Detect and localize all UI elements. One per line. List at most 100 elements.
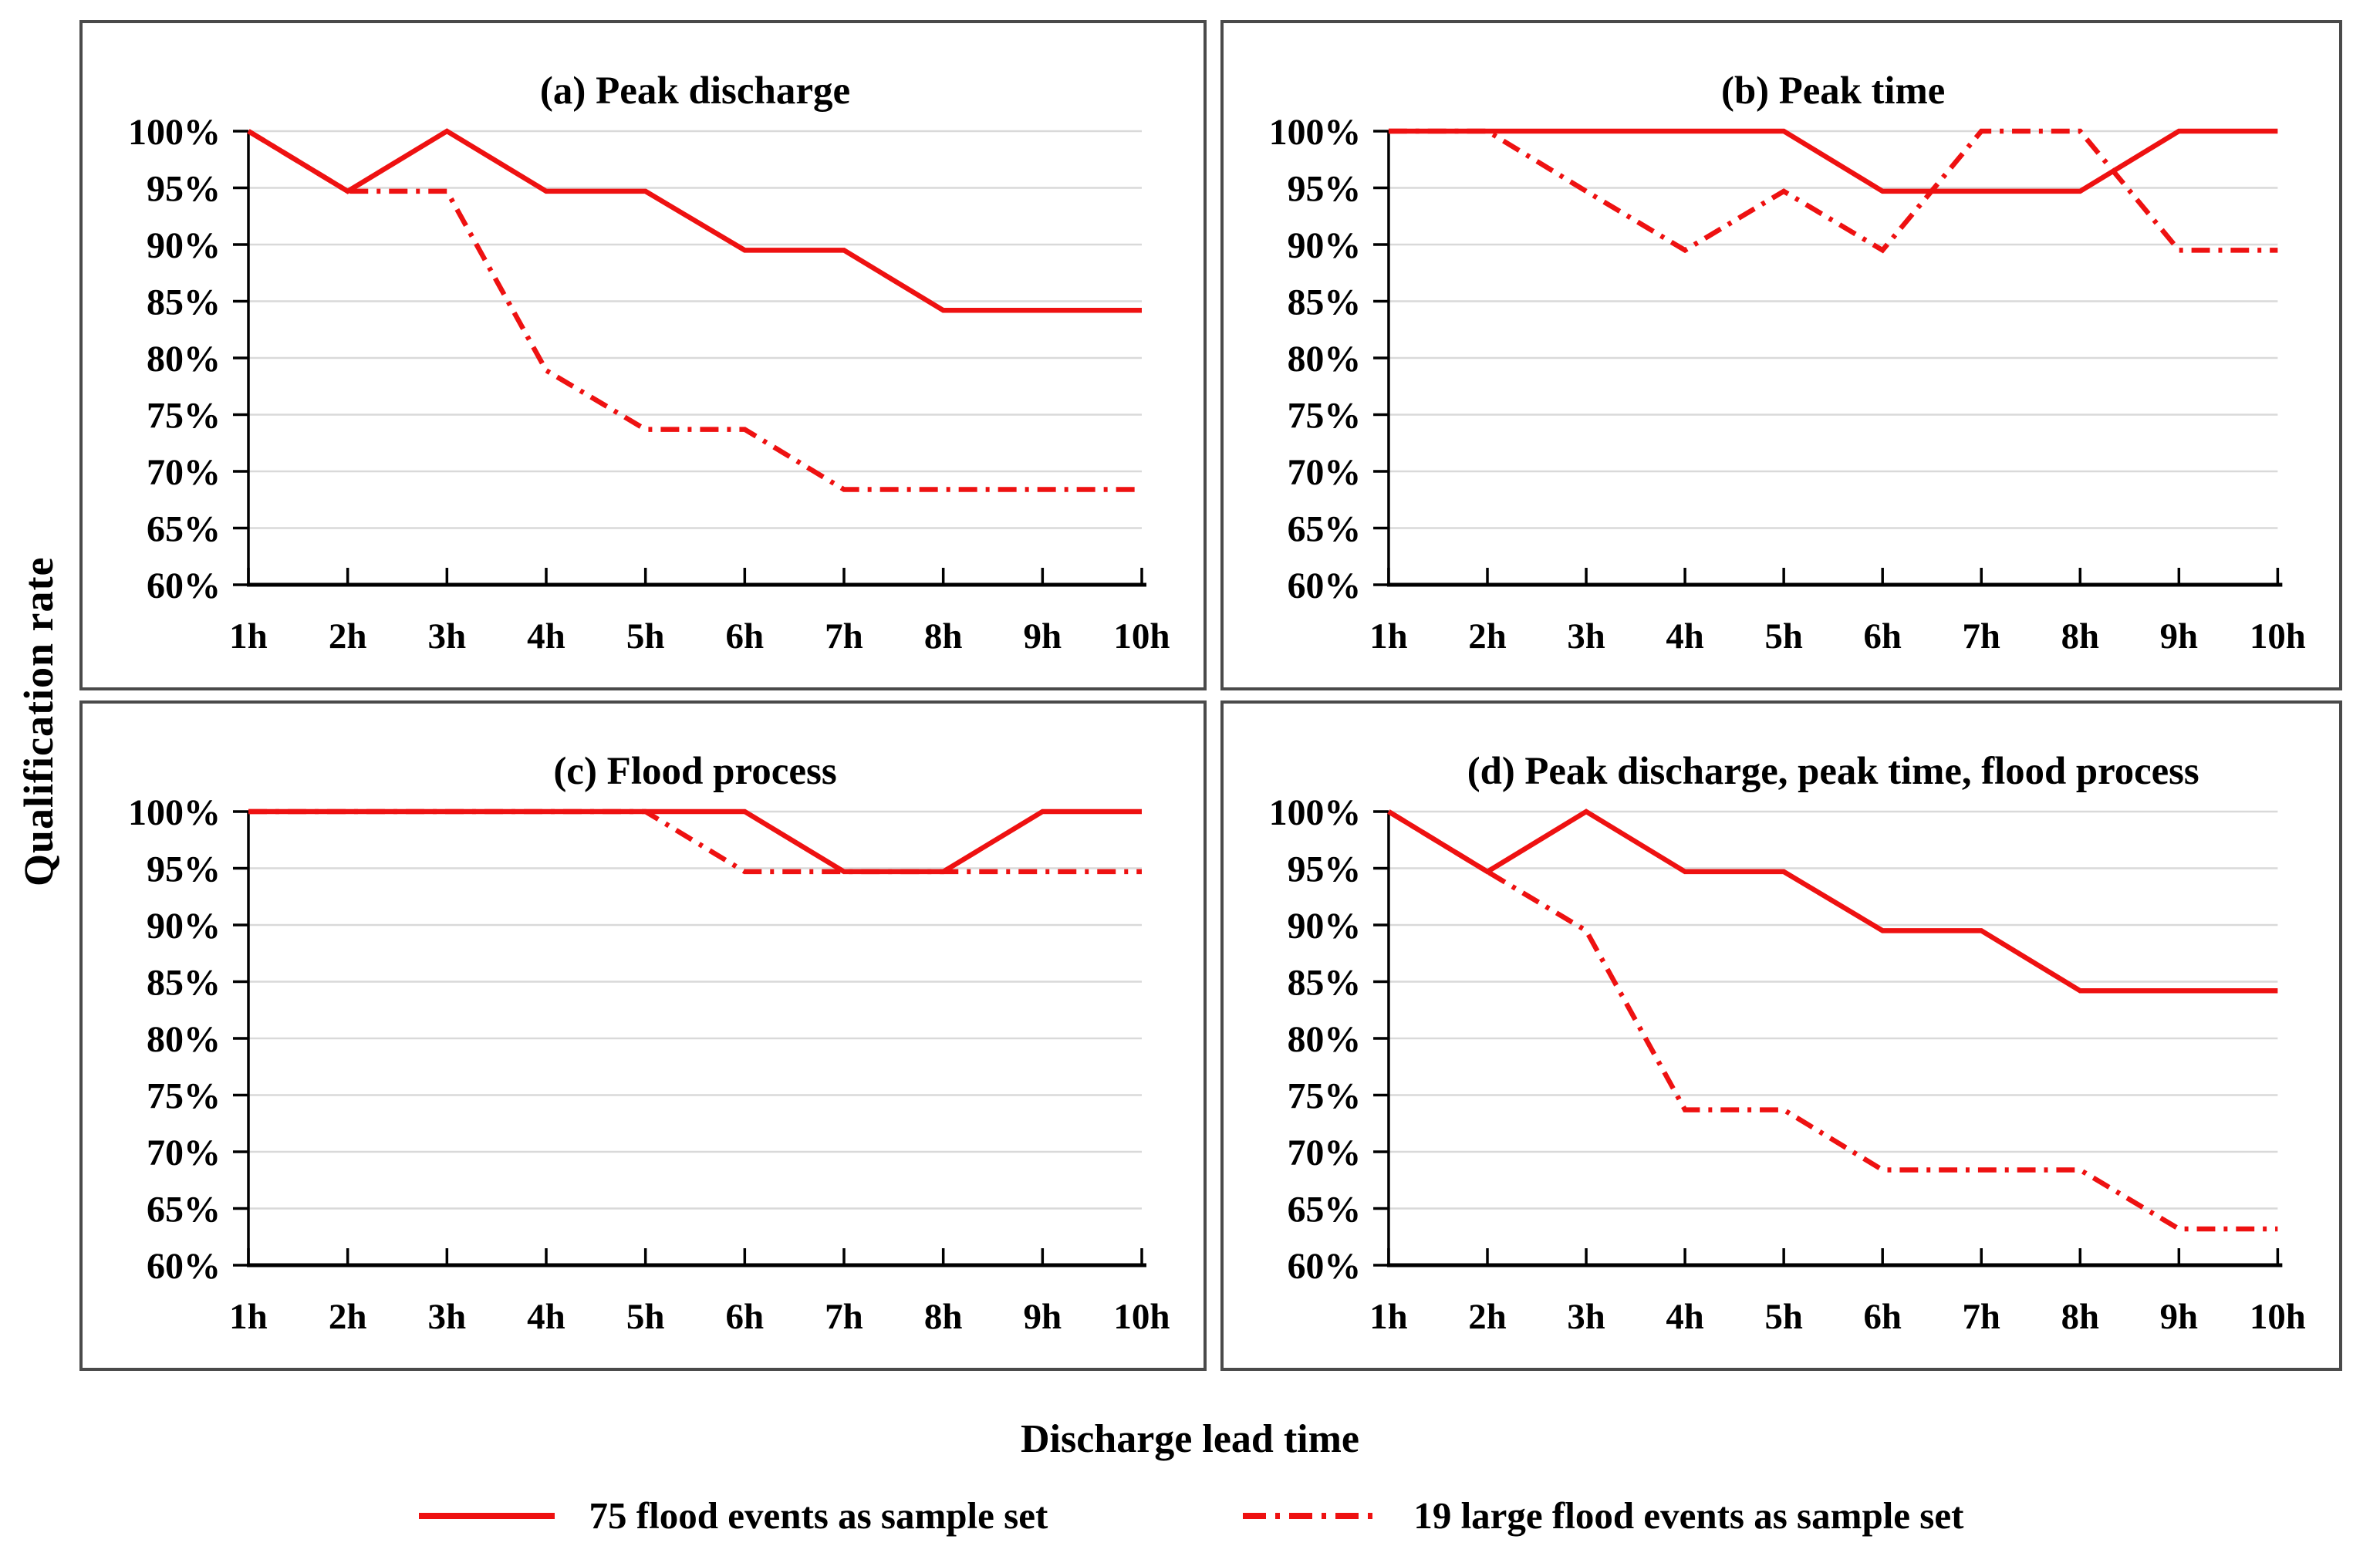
x-tick-label: 9h [1024,616,1062,657]
x-tick-label: 8h [924,616,963,657]
y-tick-label: 95% [147,169,221,210]
y-tick-label: 90% [1288,906,1362,947]
y-tick-label: 85% [1288,282,1362,322]
x-tick-label: 7h [1963,1297,2000,1337]
y-tick-label: 100% [1269,792,1361,833]
x-tick-label: 1h [229,1297,268,1337]
y-tick-label: 65% [1288,508,1362,549]
y-tick-label: 65% [147,1190,221,1230]
y-tick-label: 95% [147,849,221,890]
y-tick-label: 85% [147,282,221,323]
x-tick-label: 3h [428,1297,467,1337]
y-tick-label: 60% [1288,565,1362,606]
y-tick-label: 70% [147,1132,221,1173]
y-tick-label: 80% [147,339,221,380]
panel-b: (b) Peak time 100% 95% 90% 85% 80% 75% 70% 65% 60… [1220,20,2342,690]
legend: 75 flood events as sample set 19 large f… [0,1494,2380,1538]
x-tick-label: 6h [1864,1297,1902,1337]
series-line-19-large-flood-events [247,129,1142,492]
x-tick-label: 1h [1369,616,1407,657]
y-tick-label: 95% [1288,168,1362,209]
y-tick-label: 60% [147,1246,221,1287]
y-tick-label: 90% [147,225,221,266]
legend-label-solid: 75 flood events as sample set [589,1494,1048,1537]
x-tick-label: 6h [726,1297,765,1337]
y-tick-label: 75% [147,396,221,437]
y-tick-label: 80% [1288,339,1362,380]
x-tick-label: 4h [527,1297,565,1337]
solid-line-swatch-icon [418,1512,555,1519]
x-tick-label: 2h [1468,616,1506,657]
panel-c: (c) Flood process 100% 95% 90% 85% 80% 75% 70% 6… [79,700,1207,1371]
panel-chart-b: (b) Peak time 100% 95% 90% 85% 80% 75% 70% 65% 60… [1269,69,2306,657]
x-tick-label: 2h [329,1297,367,1337]
x-tick-label: 5h [1764,1297,1802,1337]
panel-chart-a: (a) Peak discharge 100% 95% 90% 85% 80% 75% 70%… [128,69,1170,657]
x-tick-label: 10h [2250,616,2306,657]
x-tick-label: 2h [1468,1297,1506,1337]
legend-item-solid: 75 flood events as sample set [417,1494,1048,1538]
x-tick-label: 10h [2250,1297,2306,1337]
y-tick-label: 65% [147,509,221,550]
y-tick-label: 85% [147,963,221,1004]
y-tick-label: 85% [1288,962,1362,1003]
series-line-19-large-flood-events [1387,809,2278,1232]
panel-chart-c: (c) Flood process 100% 95% 90% 85% 80% 75% 70% 6… [128,750,1170,1337]
panel-d: (d) Peak discharge, peak time, flood pro… [1220,700,2342,1371]
y-tick-label: 60% [147,565,221,606]
x-tick-label: 5h [1764,616,1802,657]
y-tick-label: 80% [147,1019,221,1060]
x-tick-label: 3h [1567,616,1605,657]
x-tick-label: 6h [726,616,765,657]
y-tick-label: 80% [1288,1019,1362,1060]
x-tick-label: 2h [329,616,367,657]
y-tick-label: 60% [1288,1246,1362,1287]
x-tick-label: 3h [428,616,467,657]
x-tick-label: 10h [1113,616,1170,657]
y-tick-label: 75% [1288,395,1362,436]
x-tick-label: 1h [229,616,268,657]
y-tick-label: 70% [1288,1132,1362,1173]
series-line-19-large-flood-events [248,808,1142,875]
panel-chart-d: (d) Peak discharge, peak time, flood pro… [1269,750,2306,1337]
y-axis-title: Qualification rate [15,556,62,886]
x-tick-label: 5h [626,616,665,657]
y-tick-label: 90% [147,906,221,947]
legend-label-dashdot: 19 large flood events as sample set [1413,1494,1964,1537]
y-tick-label: 95% [1288,849,1362,889]
y-tick-label: 70% [1288,452,1362,493]
x-tick-label: 9h [2160,616,2198,657]
dash-dot-line-swatch-icon [1243,1512,1379,1519]
panel-title: (d) Peak discharge, peak time, flood pro… [1467,750,2199,793]
series-line-75-flood-events [248,808,1142,875]
y-tick-label: 100% [1269,112,1361,153]
series-line-75-flood-events [1388,128,2278,194]
x-tick-label: 8h [924,1297,963,1337]
y-tick-label: 75% [147,1076,221,1117]
x-tick-label: 3h [1567,1297,1605,1337]
x-tick-label: 7h [1963,616,2000,657]
x-tick-label: 4h [527,616,565,657]
y-tick-label: 100% [128,112,221,153]
x-tick-label: 4h [1666,616,1703,657]
panel-a: (a) Peak discharge 100% 95% 90% 85% 80% 75% 70%… [79,20,1207,690]
series-line-19-large-flood-events [1388,128,2278,254]
x-tick-label: 9h [2160,1297,2198,1337]
x-tick-label: 8h [2061,1297,2099,1337]
x-axis-title: Discharge lead time [1020,1417,1359,1461]
y-tick-label: 90% [1288,225,1362,266]
x-tick-label: 1h [1369,1297,1407,1337]
panel-title: (b) Peak time [1721,69,1945,113]
y-tick-label: 70% [147,452,221,493]
panel-title: (c) Flood process [553,750,836,793]
series-line-75-flood-events [247,128,1142,313]
x-tick-label: 9h [1024,1297,1062,1337]
y-tick-label: 75% [1288,1075,1362,1116]
x-tick-label: 4h [1666,1297,1703,1337]
x-tick-label: 10h [1113,1297,1170,1337]
x-tick-label: 8h [2061,616,2099,657]
x-tick-label: 7h [825,616,863,657]
series-line-75-flood-events [1387,808,2278,994]
y-tick-label: 65% [1288,1189,1362,1230]
